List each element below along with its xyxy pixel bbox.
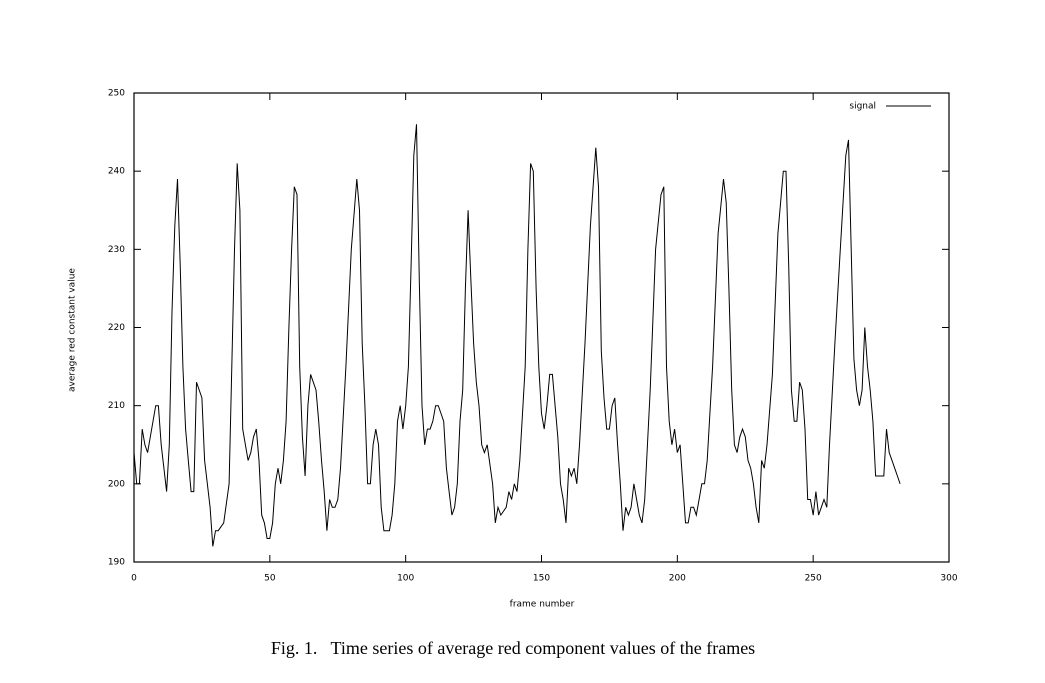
y-tick-label: 230 xyxy=(108,245,125,255)
x-tick-label: 200 xyxy=(669,574,686,584)
legend-label: signal xyxy=(849,102,876,112)
x-tick-label: 300 xyxy=(940,574,957,584)
y-tick-label: 200 xyxy=(108,479,125,489)
y-tick-label: 240 xyxy=(108,167,125,177)
x-axis-label: frame number xyxy=(510,600,575,610)
x-tick-label: 50 xyxy=(264,574,276,584)
y-tick-label: 250 xyxy=(108,89,125,99)
x-tick-label: 250 xyxy=(805,574,822,584)
plot-frame xyxy=(133,92,950,563)
caption: Fig. 1. Time series of average red compo… xyxy=(271,638,755,658)
signal-line xyxy=(133,124,901,547)
y-tick-label: 190 xyxy=(108,558,125,568)
y-tick-label: 210 xyxy=(108,401,125,411)
y-tick-label: 220 xyxy=(108,323,125,333)
x-tick-label: 150 xyxy=(533,574,550,584)
x-tick-label: 0 xyxy=(131,574,137,584)
y-axis-label: average red constant value xyxy=(68,268,78,392)
x-tick-label: 100 xyxy=(397,574,414,584)
